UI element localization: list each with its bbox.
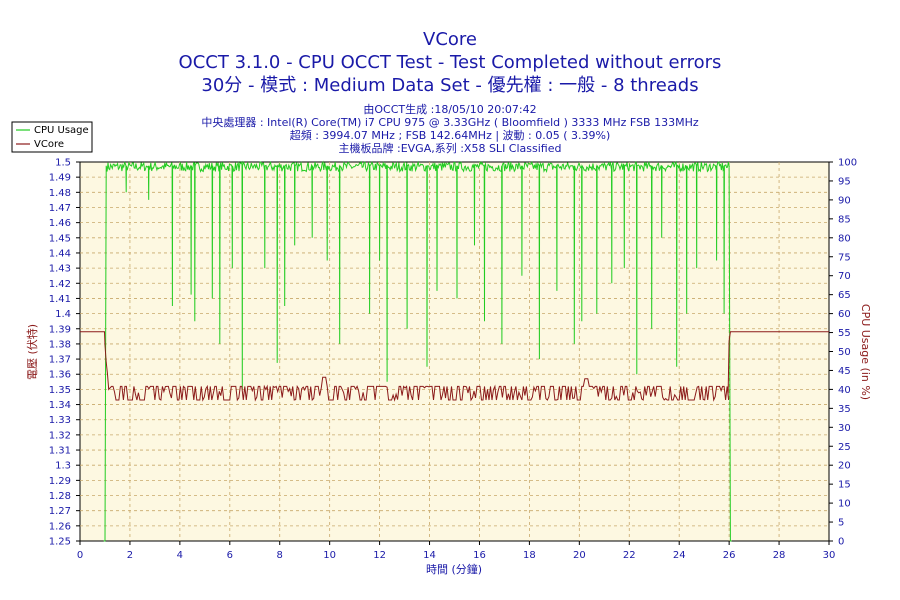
y-right-tick-label: 10 xyxy=(838,499,851,510)
y-right-tick-label: 25 xyxy=(838,442,851,453)
x-tick-label: 26 xyxy=(723,550,736,561)
y-left-tick-label: 1.39 xyxy=(49,324,71,335)
y-left-tick-label: 1.36 xyxy=(49,370,71,381)
x-tick-label: 2 xyxy=(127,550,133,561)
y-left-tick-label: 1.27 xyxy=(49,506,71,517)
y-left-tick-label: 1.48 xyxy=(49,188,71,199)
legend-label-cpu-usage: CPU Usage xyxy=(34,125,89,136)
y-left-tick-label: 1.29 xyxy=(49,476,71,487)
x-axis: 0 2 4 6 8 10 12 14 16 18 20 22 24 26 28 30 xyxy=(77,541,836,561)
y-left-tick-label: 1.43 xyxy=(49,264,71,275)
y-axis-right: 0 5 10 15 20 25 30 35 40 45 50 55 60 65 70 75 80 85 90 95 10… xyxy=(829,158,857,548)
x-tick-label: 20 xyxy=(573,550,586,561)
y-right-tick-label: 5 xyxy=(838,518,844,529)
y-left-tick-label: 1.4 xyxy=(55,309,71,320)
y-left-tick-label: 1.35 xyxy=(49,385,71,396)
plot-area xyxy=(79,161,830,542)
y-right-tick-label: 95 xyxy=(838,176,851,187)
x-tick-label: 24 xyxy=(673,550,686,561)
y-left-tick-label: 1.32 xyxy=(49,430,71,441)
y-left-tick-label: 1.41 xyxy=(49,294,71,305)
y-left-tick-label: 1.31 xyxy=(49,446,71,457)
chart-subtitle-1: OCCT 3.1.0 - CPU OCCT Test - Test Comple… xyxy=(179,52,722,73)
y-left-tick-label: 1.47 xyxy=(49,203,71,214)
y-axis-left: 1.25 1.26 1.27 1.28 1.29 1.3 1.31 1.32 1.33 1.34 1… xyxy=(49,158,80,548)
y-axis-left-label: 電壓 (伏特) xyxy=(25,324,39,380)
x-tick-label: 0 xyxy=(77,550,83,561)
y-left-tick-label: 1.25 xyxy=(49,537,71,548)
y-right-tick-label: 55 xyxy=(838,328,851,339)
y-right-tick-label: 80 xyxy=(838,233,851,244)
y-right-tick-label: 65 xyxy=(838,290,851,301)
x-tick-label: 8 xyxy=(277,550,283,561)
y-right-tick-label: 90 xyxy=(838,195,851,206)
x-tick-label: 6 xyxy=(227,550,233,561)
y-left-tick-label: 1.37 xyxy=(49,355,71,366)
y-right-tick-label: 70 xyxy=(838,271,851,282)
y-right-tick-label: 15 xyxy=(838,480,851,491)
y-left-tick-label: 1.34 xyxy=(49,400,71,411)
y-left-tick-label: 1.46 xyxy=(49,218,71,229)
y-left-tick-label: 1.38 xyxy=(49,339,71,350)
legend: CPU Usage VCore xyxy=(11,121,93,153)
y-right-tick-label: 20 xyxy=(838,461,851,472)
info-generated: 由OCCT生成 :18/05/10 20:07:42 xyxy=(363,102,536,116)
y-left-tick-label: 1.45 xyxy=(49,233,71,244)
y-right-tick-label: 60 xyxy=(838,309,851,320)
cpu-usage-line xyxy=(103,160,732,542)
y-right-tick-label: 30 xyxy=(838,423,851,434)
y-right-tick-label: 85 xyxy=(838,214,851,225)
y-left-tick-label: 1.26 xyxy=(49,521,71,532)
x-tick-label: 4 xyxy=(177,550,183,561)
y-left-tick-label: 1.49 xyxy=(49,173,71,184)
y-right-tick-label: 35 xyxy=(838,404,851,415)
y-right-tick-label: 75 xyxy=(838,252,851,263)
x-tick-label: 10 xyxy=(323,550,336,561)
y-right-tick-label: 50 xyxy=(838,347,851,358)
y-axis-right-label: CPU Usage (in %) xyxy=(859,304,872,400)
x-tick-label: 14 xyxy=(423,550,436,561)
x-tick-label: 28 xyxy=(773,550,786,561)
x-axis-label: 時間 (分鐘) xyxy=(426,562,482,576)
y-right-tick-label: 100 xyxy=(838,158,857,169)
series-cpu-usage xyxy=(103,160,732,542)
y-left-tick-label: 1.42 xyxy=(49,279,71,290)
y-left-tick-label: 1.28 xyxy=(49,491,71,502)
y-left-tick-label: 1.44 xyxy=(49,248,71,259)
y-left-tick-label: 1.3 xyxy=(55,461,71,472)
chart-title: VCore xyxy=(423,29,477,50)
legend-box xyxy=(11,121,93,153)
x-tick-label: 16 xyxy=(473,550,486,561)
series-vcore xyxy=(80,331,829,402)
x-tick-label: 18 xyxy=(523,550,536,561)
info-cpu: 中央處理器 : Intel(R) Core(TM) i7 CPU 975 @ 3… xyxy=(201,115,699,129)
info-overclock: 超頻 : 3994.07 MHz ; FSB 142.64MHz | 波動 : … xyxy=(290,128,611,142)
x-tick-label: 22 xyxy=(623,550,636,561)
y-right-tick-label: 40 xyxy=(838,385,851,396)
y-left-tick-label: 1.33 xyxy=(49,415,71,426)
x-tick-label: 12 xyxy=(373,550,386,561)
chart-subtitle-2: 30分 - 模式 : Medium Data Set - 優先權 : 一般 - … xyxy=(201,75,698,96)
vcore-line xyxy=(80,331,829,402)
y-right-tick-label: 45 xyxy=(838,366,851,377)
x-tick-label: 30 xyxy=(823,550,836,561)
grid xyxy=(80,162,829,541)
info-motherboard: 主機板品牌 :EVGA,系列 :X58 SLI Classified xyxy=(339,141,562,155)
legend-label-vcore: VCore xyxy=(34,139,64,150)
y-right-tick-label: 0 xyxy=(838,537,844,548)
y-left-tick-label: 1.5 xyxy=(55,158,71,169)
